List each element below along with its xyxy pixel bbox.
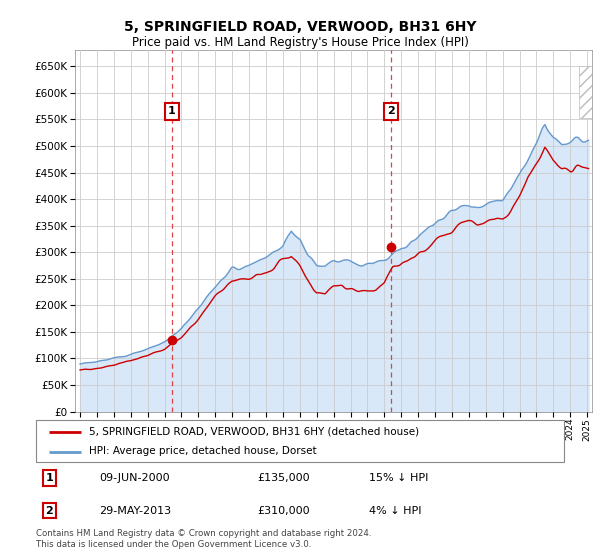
- Text: 1: 1: [46, 473, 53, 483]
- Text: £135,000: £135,000: [258, 473, 310, 483]
- Text: 15% ↓ HPI: 15% ↓ HPI: [368, 473, 428, 483]
- Text: Contains HM Land Registry data © Crown copyright and database right 2024.
This d: Contains HM Land Registry data © Crown c…: [36, 529, 371, 549]
- FancyBboxPatch shape: [36, 420, 564, 462]
- Text: 09-JUN-2000: 09-JUN-2000: [100, 473, 170, 483]
- Text: 2: 2: [46, 506, 53, 516]
- Text: 4% ↓ HPI: 4% ↓ HPI: [368, 506, 421, 516]
- Text: 29-MAY-2013: 29-MAY-2013: [100, 506, 172, 516]
- Text: Price paid vs. HM Land Registry's House Price Index (HPI): Price paid vs. HM Land Registry's House …: [131, 36, 469, 49]
- Text: 2: 2: [388, 106, 395, 116]
- Text: 1: 1: [168, 106, 176, 116]
- Text: 5, SPRINGFIELD ROAD, VERWOOD, BH31 6HY (detached house): 5, SPRINGFIELD ROAD, VERWOOD, BH31 6HY (…: [89, 427, 419, 437]
- Text: 5, SPRINGFIELD ROAD, VERWOOD, BH31 6HY: 5, SPRINGFIELD ROAD, VERWOOD, BH31 6HY: [124, 20, 476, 34]
- Text: £310,000: £310,000: [258, 506, 310, 516]
- Text: HPI: Average price, detached house, Dorset: HPI: Average price, detached house, Dors…: [89, 446, 316, 456]
